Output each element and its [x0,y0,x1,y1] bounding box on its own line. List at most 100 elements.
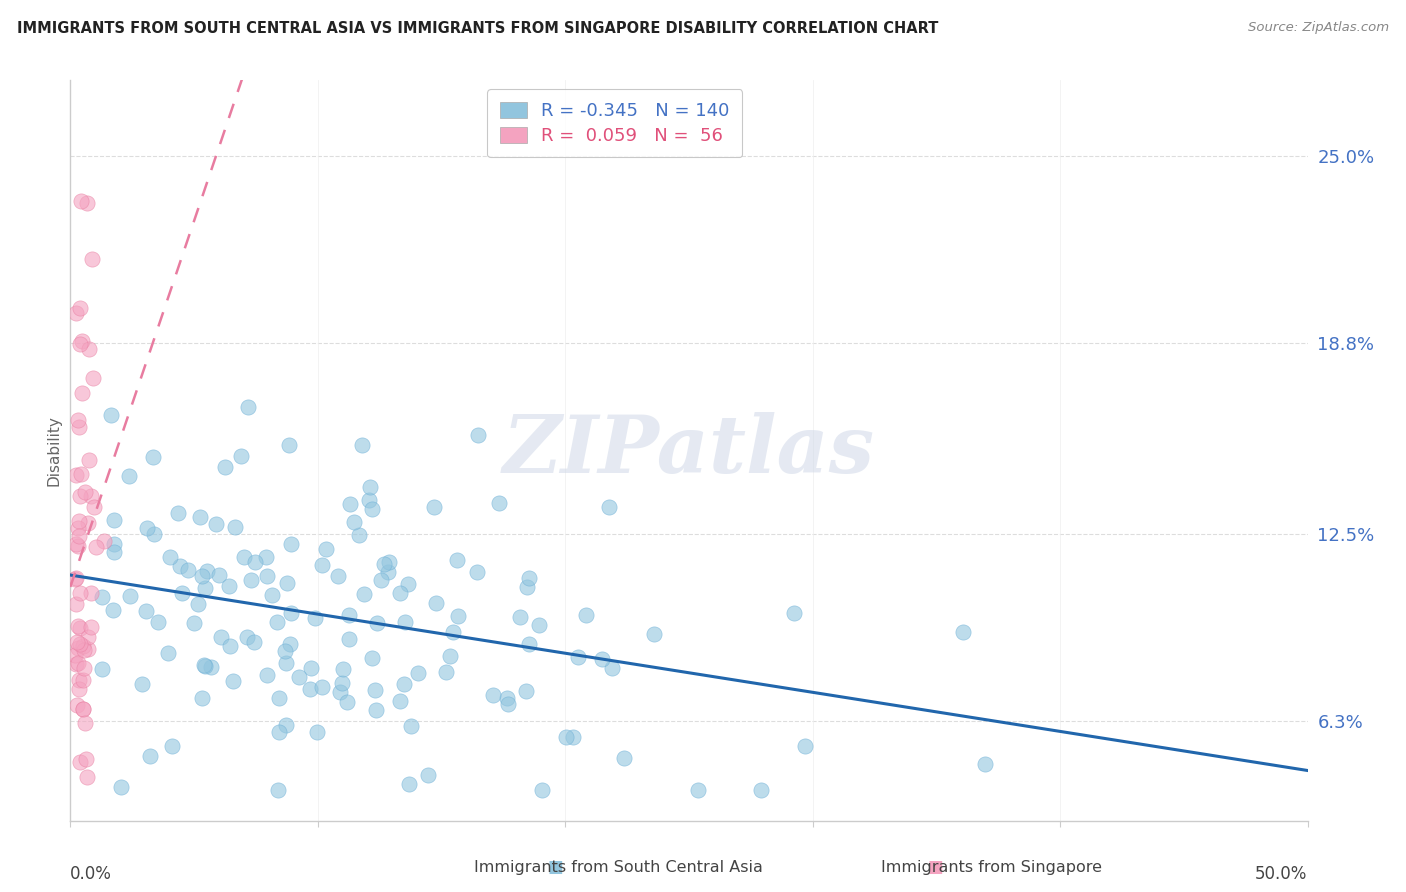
Point [353,587,375,601]
Point [794,739,817,754]
Point [359,480,381,494]
Point [243,555,266,569]
Point [65,572,87,586]
Point [396,577,419,591]
Point [273,643,295,657]
Point [83,500,105,514]
Point [366,615,388,630]
Point [256,568,278,582]
Point [66,640,89,655]
Point [299,661,322,675]
Point [187,598,209,612]
Point [274,656,297,670]
Point [76,770,98,784]
Point [343,516,366,530]
Point [65,597,87,611]
Point [148,615,170,629]
Point [425,596,447,610]
Point [276,575,298,590]
Point [80,489,103,503]
Point [214,459,236,474]
Point [370,573,392,587]
Point [613,751,636,765]
Y-axis label: Disability: Disability [46,415,62,486]
Point [72,701,94,715]
Point [229,450,252,464]
Point [267,724,290,739]
Point [80,586,103,600]
Point [266,615,288,629]
Point [974,756,997,771]
Point [243,635,266,649]
Point [73,661,96,675]
Text: Source: ZipAtlas.com: Source: ZipAtlas.com [1249,21,1389,35]
Point [194,582,217,596]
Point [233,549,256,564]
Point [394,615,416,629]
Point [256,667,278,681]
Point [101,603,124,617]
Point [75,485,97,500]
Point [600,661,623,675]
Point [332,662,354,676]
Point [236,400,259,414]
Point [434,665,457,680]
Point [399,719,422,733]
Point [103,536,125,550]
Text: 50.0%: 50.0% [1256,865,1308,883]
Point [509,609,531,624]
Point [416,768,439,782]
Point [562,731,585,745]
Point [515,683,537,698]
Point [72,673,94,687]
Point [219,639,242,653]
Point [274,718,297,732]
Point [176,563,198,577]
Point [304,611,326,625]
Point [359,493,381,508]
Point [350,438,373,452]
Point [110,780,132,795]
Point [82,252,104,266]
Point [467,427,489,442]
Point [439,649,461,664]
Point [65,571,87,585]
Point [339,497,361,511]
Point [91,662,114,676]
Point [65,648,87,662]
Point [347,528,370,542]
Point [82,370,104,384]
Point [517,571,540,585]
Point [70,194,93,209]
Point [66,413,89,427]
Point [224,520,246,534]
Point [131,677,153,691]
Point [72,702,94,716]
Point [315,542,337,557]
Point [200,660,222,674]
Point [70,386,93,401]
Point [408,666,430,681]
Point [65,537,87,551]
Point [269,691,291,706]
Point [79,342,101,356]
Point [69,301,91,315]
Point [67,681,90,696]
Point [360,651,382,665]
Point [218,579,240,593]
Point [183,615,205,630]
Point [77,453,100,467]
Point [159,550,181,565]
Point [65,657,87,671]
Point [447,609,470,624]
Point [643,627,665,641]
Point [167,507,190,521]
Point [67,521,90,535]
Point [117,469,139,483]
Point [169,559,191,574]
Point [529,618,551,632]
Point [69,755,91,769]
Point [488,496,510,510]
Point [591,652,613,666]
Point [336,695,359,709]
